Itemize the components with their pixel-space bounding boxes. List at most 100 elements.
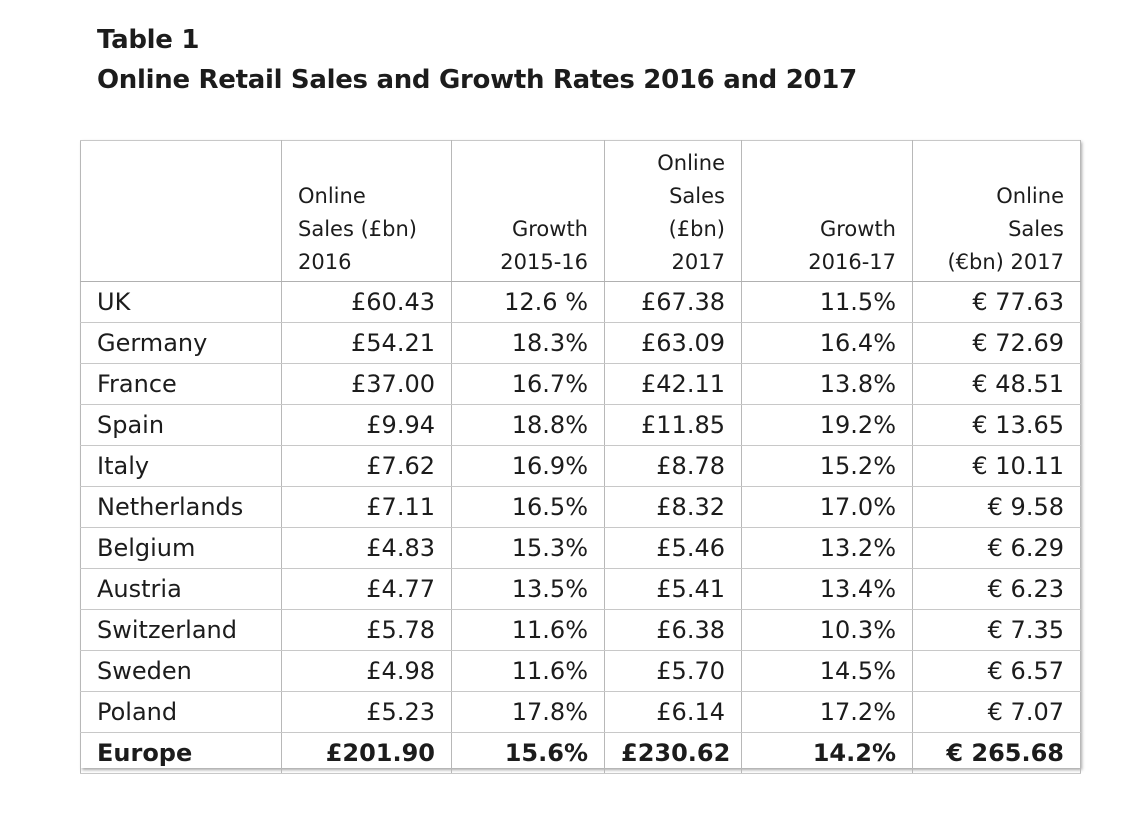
country-cell: Sweden	[80, 650, 282, 692]
growth-2016-17-cell: 19.2%	[741, 404, 913, 446]
growth-2015-16-cell: 11.6%	[451, 650, 605, 692]
sales-2017-gbp-cell: £42.11	[604, 363, 742, 405]
country-cell: France	[80, 363, 282, 405]
growth-2016-17-cell: 14.5%	[741, 650, 913, 692]
growth-2015-16-cell: 18.8%	[451, 404, 605, 446]
header-cell-country	[80, 140, 282, 282]
sales-2017-eur-cell: € 9.58	[912, 486, 1081, 528]
growth-2015-16-cell: 11.6%	[451, 609, 605, 651]
total-sales-2017-gbp-cell: £230.62	[604, 732, 742, 774]
growth-2016-17-cell: 17.2%	[741, 691, 913, 733]
sales-2016-cell: £54.21	[281, 322, 452, 364]
sales-2016-cell: £7.11	[281, 486, 452, 528]
growth-2016-17-cell: 16.4%	[741, 322, 913, 364]
header-cell-sales-2016: Online Sales (£bn) 2016	[281, 140, 452, 282]
sales-2017-gbp-cell: £8.78	[604, 445, 742, 487]
country-cell: UK	[80, 281, 282, 323]
sales-2016-cell: £9.94	[281, 404, 452, 446]
country-cell: Belgium	[80, 527, 282, 569]
sales-2017-gbp-cell: £11.85	[604, 404, 742, 446]
total-sales-2017-eur-cell: € 265.68	[912, 732, 1081, 774]
growth-2015-16-cell: 16.9%	[451, 445, 605, 487]
growth-2016-17-cell: 15.2%	[741, 445, 913, 487]
sales-2016-cell: £7.62	[281, 445, 452, 487]
growth-2016-17-cell: 17.0%	[741, 486, 913, 528]
country-cell: Germany	[80, 322, 282, 364]
growth-2016-17-cell: 13.4%	[741, 568, 913, 610]
sales-2016-cell: £37.00	[281, 363, 452, 405]
sales-2017-gbp-cell: £67.38	[604, 281, 742, 323]
sales-2017-eur-cell: € 7.07	[912, 691, 1081, 733]
table-row: Spain £9.94 18.8% £11.85 19.2% € 13.65	[80, 404, 1081, 446]
sales-2017-eur-cell: € 7.35	[912, 609, 1081, 651]
country-cell: Italy	[80, 445, 282, 487]
header-line: Online	[298, 184, 366, 208]
sales-2016-cell: £4.77	[281, 568, 452, 610]
growth-2016-17-cell: 11.5%	[741, 281, 913, 323]
table-row: Poland £5.23 17.8% £6.14 17.2% € 7.07	[80, 691, 1081, 733]
table-row: France £37.00 16.7% £42.11 13.8% € 48.51	[80, 363, 1081, 405]
table-header: Online Sales (£bn) 2016 Growth 2015-16 Onli…	[80, 140, 1081, 282]
table-title: Online Retail Sales and Growth Rates 201…	[97, 65, 857, 95]
sales-2017-gbp-cell: £5.41	[604, 568, 742, 610]
header-line: Growth	[819, 217, 896, 241]
header-cell-growth-2016-17: Growth 2016-17	[741, 140, 913, 282]
sales-2017-eur-cell: € 6.29	[912, 527, 1081, 569]
country-cell: Switzerland	[80, 609, 282, 651]
table-row: Belgium £4.83 15.3% £5.46 13.2% € 6.29	[80, 527, 1081, 569]
table-row: Netherlands £7.11 16.5% £8.32 17.0% € 9.58	[80, 486, 1081, 528]
table-row: Switzerland £5.78 11.6% £6.38 10.3% € 7.35	[80, 609, 1081, 651]
total-growth-2015-16-cell: 15.6%	[451, 732, 605, 774]
table-label: Table 1	[97, 25, 200, 55]
table-row: Austria £4.77 13.5% £5.41 13.4% € 6.23	[80, 568, 1081, 610]
table-caption: Table 1 Online Retail Sales and Growth R…	[97, 20, 997, 100]
header-row: Online Sales (£bn) 2016 Growth 2015-16 Onli…	[80, 140, 1081, 282]
sales-2016-cell: £5.23	[281, 691, 452, 733]
growth-2016-17-cell: 13.8%	[741, 363, 913, 405]
header-line: 2016-17	[808, 250, 896, 274]
sales-2016-cell: £4.98	[281, 650, 452, 692]
sales-table: Online Sales (£bn) 2016 Growth 2015-16 Onli…	[80, 140, 1081, 774]
table-container: Online Sales (£bn) 2016 Growth 2015-16 Onli…	[80, 140, 1081, 774]
header-line: (£bn)	[668, 217, 725, 241]
sales-2017-eur-cell: € 77.63	[912, 281, 1081, 323]
total-row: Europe £201.90 15.6% £230.62 14.2% € 265.68	[80, 732, 1081, 774]
growth-2015-16-cell: 13.5%	[451, 568, 605, 610]
header-line: 2015-16	[500, 250, 588, 274]
country-cell: Poland	[80, 691, 282, 733]
sales-2017-eur-cell: € 6.23	[912, 568, 1081, 610]
growth-2015-16-cell: 16.7%	[451, 363, 605, 405]
growth-2016-17-cell: 10.3%	[741, 609, 913, 651]
total-country-cell: Europe	[80, 732, 282, 774]
sales-2017-gbp-cell: £6.14	[604, 691, 742, 733]
country-cell: Netherlands	[80, 486, 282, 528]
growth-2015-16-cell: 18.3%	[451, 322, 605, 364]
sales-2016-cell: £5.78	[281, 609, 452, 651]
sales-2016-cell: £4.83	[281, 527, 452, 569]
header-cell-sales-2017-eur: Online Sales (€bn) 2017	[912, 140, 1081, 282]
country-cell: Austria	[80, 568, 282, 610]
header-line: Growth	[511, 217, 588, 241]
table-row: Italy £7.62 16.9% £8.78 15.2% € 10.11	[80, 445, 1081, 487]
header-cell-growth-2015-16: Growth 2015-16	[451, 140, 605, 282]
header-line: (€bn) 2017	[947, 250, 1064, 274]
sales-2017-eur-cell: € 10.11	[912, 445, 1081, 487]
header-line: Sales	[669, 184, 725, 208]
total-growth-2016-17-cell: 14.2%	[741, 732, 913, 774]
sales-2017-eur-cell: € 13.65	[912, 404, 1081, 446]
total-sales-2016-cell: £201.90	[281, 732, 452, 774]
growth-2016-17-cell: 13.2%	[741, 527, 913, 569]
header-line: 2017	[671, 250, 725, 274]
sales-2017-gbp-cell: £63.09	[604, 322, 742, 364]
header-line: 2016	[298, 250, 352, 274]
table-row: Germany £54.21 18.3% £63.09 16.4% € 72.69	[80, 322, 1081, 364]
table-row: UK £60.43 12.6 % £67.38 11.5% € 77.63	[80, 281, 1081, 323]
sales-2017-eur-cell: € 48.51	[912, 363, 1081, 405]
sales-2017-gbp-cell: £8.32	[604, 486, 742, 528]
header-line: Online	[657, 151, 725, 175]
country-cell: Spain	[80, 404, 282, 446]
sales-2016-cell: £60.43	[281, 281, 452, 323]
growth-2015-16-cell: 16.5%	[451, 486, 605, 528]
growth-2015-16-cell: 12.6 %	[451, 281, 605, 323]
header-line: Sales	[1008, 217, 1064, 241]
